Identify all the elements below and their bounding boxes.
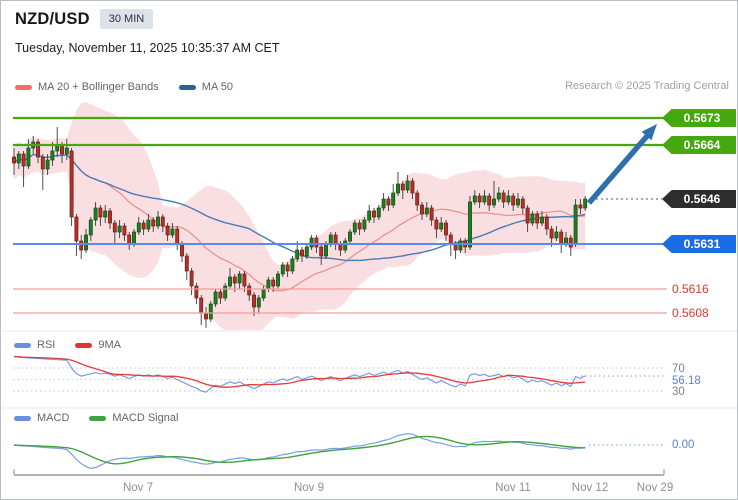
macd-signal-line: [13, 435, 586, 465]
rsi-line: [13, 355, 586, 393]
macd-legend: MACD MACD Signal: [14, 412, 192, 424]
macd-swatch-icon: [14, 415, 31, 421]
candlestick-series: [12, 127, 588, 328]
rsi-ma-legend-label: 9MA: [98, 339, 121, 351]
x-axis-label-nov29: Nov 29: [636, 482, 674, 494]
rsi-lower-bound-label: 30: [672, 386, 685, 398]
rsi-legend-label: RSI: [37, 339, 56, 351]
rsi-9ma-line: [13, 355, 586, 388]
resistance-tag-upper: 0.5673: [662, 109, 736, 127]
minor-support-label-2: 0.5608: [672, 306, 709, 320]
macd-zero-label: 0.00: [672, 439, 695, 451]
macd-line: [13, 432, 586, 470]
bollinger-band-area: [14, 102, 586, 330]
rsi-swatch-icon: [14, 342, 31, 348]
copyright-text: Research © 2025 Trading Central: [564, 80, 729, 92]
macd-signal-swatch-icon: [89, 415, 107, 421]
ma20-bollinger-legend-label: MA 20 + Bollinger Bands: [38, 81, 159, 93]
chart-header: NZD/USD 30 MIN: [15, 9, 154, 29]
rsi-ma-swatch-icon: [75, 342, 93, 348]
x-axis-label-nov7: Nov 7: [122, 482, 154, 494]
macd-legend-label: MACD: [37, 412, 70, 424]
rsi-current-value-label: 56.18: [672, 374, 701, 387]
symbol-title: NZD/USD: [15, 9, 90, 28]
projection-arrow-shaft: [586, 133, 651, 205]
chart-datetime: Tuesday, November 11, 2025 10:35:37 AM C…: [15, 41, 280, 55]
projection-arrow-head: [641, 124, 657, 141]
minor-support-label-1: 0.5616: [672, 282, 709, 296]
x-axis-label-nov12: Nov 12: [571, 482, 609, 494]
macd-signal-legend-label: MACD Signal: [112, 412, 179, 424]
ma50-swatch-icon: [178, 84, 196, 90]
last-price-tag: 0.5646: [662, 190, 736, 208]
rsi-upper-bound-label: 70: [672, 363, 685, 375]
ma20-line: [13, 153, 586, 292]
ma50-legend-label: MA 50: [201, 81, 233, 93]
ma20-bollinger-swatch-icon: [15, 84, 32, 90]
resistance-tag-lower: 0.5664: [662, 136, 736, 154]
support-tag: 0.5631: [662, 235, 736, 253]
main-chart-legend: MA 20 + Bollinger Bands MA 50: [15, 81, 247, 93]
x-axis-label-nov11: Nov 11: [495, 482, 531, 494]
x-axis-label-nov9: Nov 9: [293, 482, 325, 494]
rsi-legend: RSI 9MA: [14, 339, 135, 351]
timeframe-badge: 30 MIN: [99, 9, 154, 29]
ma50-line: [13, 153, 586, 262]
